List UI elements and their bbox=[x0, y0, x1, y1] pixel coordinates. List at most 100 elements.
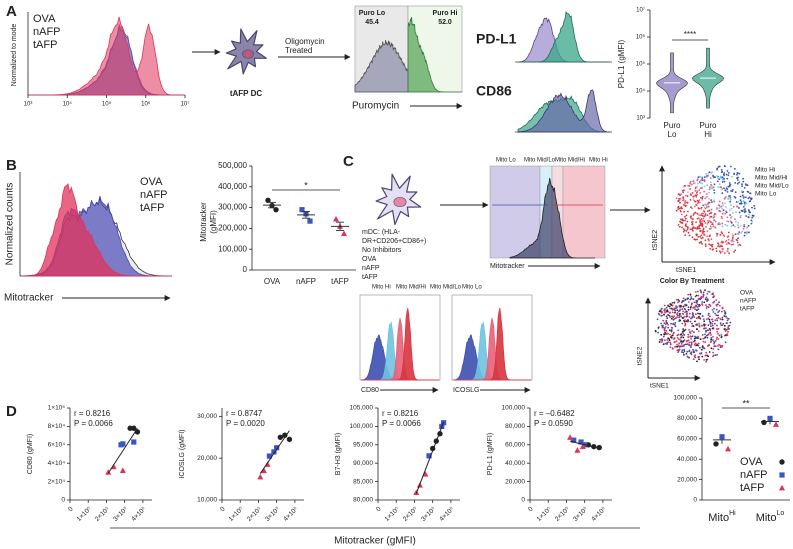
tsne-dot bbox=[680, 207, 683, 209]
tsne-dot bbox=[697, 344, 700, 347]
tsne-dot bbox=[713, 300, 716, 303]
tsne-dot bbox=[718, 165, 721, 168]
category-base: Mito bbox=[756, 512, 777, 524]
tsne-dot bbox=[728, 182, 731, 184]
tsne-dot bbox=[701, 304, 704, 306]
tsne-dot bbox=[671, 327, 674, 329]
tsne-dot bbox=[731, 236, 734, 239]
tsne-dot bbox=[705, 354, 707, 357]
gate-percent: 45.4 bbox=[365, 19, 379, 26]
tsne-dot bbox=[719, 186, 722, 189]
tsne-dot bbox=[676, 345, 679, 348]
tsne-dot bbox=[701, 345, 704, 348]
tsne-dot bbox=[704, 341, 707, 344]
y-tick-label: 85,000 bbox=[353, 478, 373, 485]
tsne-dot bbox=[696, 193, 698, 196]
tsne-dot bbox=[716, 336, 718, 339]
tsne-dot bbox=[723, 252, 726, 254]
point bbox=[131, 425, 137, 431]
tsne-dot bbox=[743, 223, 746, 226]
histogram-curve bbox=[29, 16, 185, 96]
tsne-dot bbox=[694, 356, 697, 359]
tsne-dot bbox=[674, 325, 677, 328]
tsne-dot bbox=[708, 291, 711, 293]
tsne-dot bbox=[710, 212, 712, 214]
tsne-dot bbox=[691, 236, 694, 239]
tsne-dot bbox=[742, 191, 745, 193]
y-tick-label: 0 bbox=[521, 497, 525, 504]
tsne-dot bbox=[688, 356, 690, 359]
tsne-dot bbox=[701, 243, 703, 245]
tsne-dot bbox=[705, 359, 708, 361]
tsne-dot bbox=[708, 171, 711, 174]
tsne-dot bbox=[701, 355, 704, 358]
tsne-dot bbox=[699, 346, 701, 349]
tsne-dot bbox=[697, 202, 699, 205]
tsne-dot bbox=[671, 301, 674, 304]
tsne-dot bbox=[678, 348, 681, 351]
tsne-dot bbox=[699, 187, 702, 190]
y-axis-label: Mitotracker bbox=[199, 202, 208, 242]
tsne-dot bbox=[687, 333, 690, 336]
tsne-dot bbox=[732, 234, 735, 237]
cell-nucleus bbox=[242, 49, 254, 59]
y-tick-label: 6×10⁴ bbox=[48, 442, 66, 449]
histogram-curve bbox=[361, 307, 439, 381]
tsne-dot bbox=[699, 304, 701, 307]
tsne-dot bbox=[719, 175, 722, 178]
tsne-dot bbox=[691, 312, 694, 314]
tsne-dot bbox=[704, 203, 707, 206]
tsne-dot bbox=[697, 330, 700, 332]
tsne-dot bbox=[701, 199, 704, 201]
tsne-dot bbox=[743, 187, 746, 189]
tsne-dot bbox=[683, 189, 686, 192]
tsne-dot bbox=[690, 344, 692, 347]
tsne-dot bbox=[717, 317, 720, 319]
tsne-dot bbox=[689, 298, 692, 301]
tsne-dot bbox=[689, 293, 692, 296]
tsne-dot bbox=[748, 231, 750, 234]
tsne-dot bbox=[704, 289, 706, 292]
tsne-dot bbox=[721, 324, 724, 326]
tsne-dot bbox=[684, 328, 687, 331]
tsne-dot bbox=[669, 303, 672, 305]
tsne-dot bbox=[681, 334, 684, 337]
y-axis-label: CD80 (gMFI) bbox=[27, 434, 34, 474]
point bbox=[773, 421, 779, 427]
tsne-dot bbox=[708, 320, 711, 323]
tsne-dot bbox=[669, 307, 672, 310]
y-tick-label: 105,000 bbox=[350, 405, 374, 412]
tsne-dot bbox=[707, 324, 710, 327]
tsne-dot bbox=[663, 333, 666, 336]
tsne-dot bbox=[707, 205, 710, 208]
tsne-dot bbox=[703, 327, 705, 330]
tsne-dot bbox=[751, 220, 754, 223]
tsne-dot bbox=[712, 311, 715, 313]
legend-entry: Mito Mid/Lo bbox=[755, 183, 789, 190]
tsne-dot bbox=[746, 232, 748, 235]
tsne-dot bbox=[680, 305, 682, 308]
tsne-dot bbox=[706, 230, 709, 233]
legend-entry: tAFP bbox=[140, 202, 164, 214]
y-tick-label: 20,000 bbox=[505, 478, 525, 485]
tsne-dot bbox=[705, 331, 707, 333]
tsne-dot bbox=[703, 359, 705, 361]
tsne-dot bbox=[739, 199, 742, 202]
tsne-dot bbox=[698, 217, 700, 219]
tsne-dot bbox=[705, 334, 708, 337]
tsne-dot bbox=[712, 214, 715, 217]
tsne-dot bbox=[696, 238, 698, 241]
x-axis-label: ICOSLG bbox=[453, 387, 479, 394]
x-tick-label: MitoLo bbox=[756, 510, 785, 524]
x-tick-label: 4×10⁵ bbox=[438, 505, 455, 522]
tsne-dot bbox=[671, 347, 674, 350]
tsne-dot bbox=[683, 305, 685, 307]
y-axis-label: ICOSLG (gMFI) bbox=[179, 429, 186, 478]
tsne-dot bbox=[701, 315, 704, 317]
y-tick-label: 1×10⁵ bbox=[48, 405, 66, 412]
x-tick-label: MitoHi bbox=[708, 510, 736, 524]
tsne-dot bbox=[725, 186, 728, 189]
tsne-dot bbox=[726, 319, 729, 322]
x-tick-label: 0 bbox=[219, 505, 227, 513]
tsne-dot bbox=[714, 354, 717, 356]
